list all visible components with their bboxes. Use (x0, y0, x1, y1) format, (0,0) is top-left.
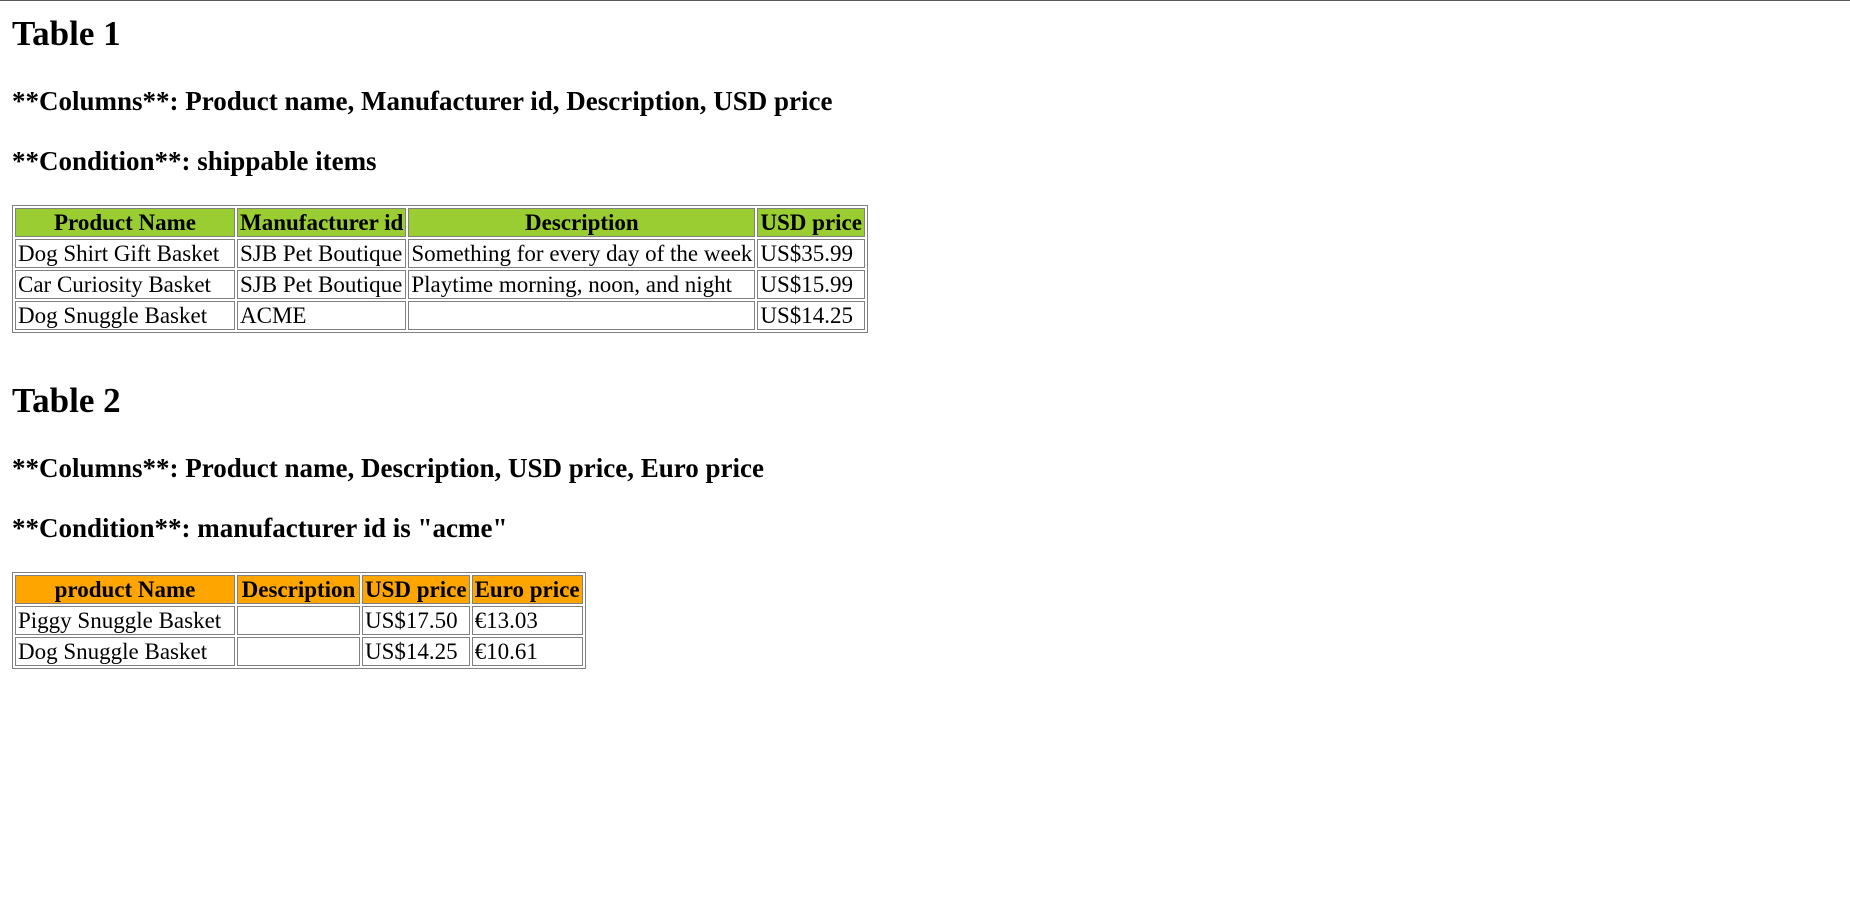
table1-header-description: Description (408, 208, 756, 237)
table-cell: Something for every day of the week (408, 239, 756, 268)
table-row: Dog Shirt Gift Basket SJB Pet Boutique S… (15, 239, 865, 268)
table-cell: €13.03 (471, 606, 583, 635)
table-row: Dog Snuggle Basket ACME US$14.25 (15, 301, 865, 330)
table-cell: €10.61 (471, 637, 583, 666)
table-cell (408, 301, 756, 330)
table2-title: Table 2 (12, 381, 121, 420)
table2-header-usd-price: USD price (362, 575, 470, 604)
table2-columns-line: **Columns**: Product name, Description, … (12, 453, 764, 483)
table-row: Car Curiosity Basket SJB Pet Boutique Pl… (15, 270, 865, 299)
table-cell: Dog Shirt Gift Basket (15, 239, 235, 268)
table-cell: Car Curiosity Basket (15, 270, 235, 299)
table-cell: SJB Pet Boutique (237, 239, 407, 268)
table-cell: Playtime morning, noon, and night (408, 270, 756, 299)
table-row: Dog Snuggle Basket US$14.25 €10.61 (15, 637, 583, 666)
table1-header-row: Product Name Manufacturer id Description… (15, 208, 865, 237)
table-cell: ACME (237, 301, 407, 330)
table1-header-manufacturer-id: Manufacturer id (237, 208, 407, 237)
table2-header-product-name: product Name (15, 575, 235, 604)
table-cell: US$35.99 (757, 239, 865, 268)
table1-title: Table 1 (12, 14, 121, 53)
table-cell (237, 637, 360, 666)
table2-condition-line: **Condition**: manufacturer id is "acme" (12, 513, 508, 543)
table1-columns-line: **Columns**: Product name, Manufacturer … (12, 86, 833, 116)
table-cell: Dog Snuggle Basket (15, 637, 235, 666)
table-cell: US$14.25 (757, 301, 865, 330)
table2-header-description: Description (237, 575, 360, 604)
table1-header-product-name: Product Name (15, 208, 235, 237)
table1: Product Name Manufacturer id Description… (12, 205, 868, 333)
table2-header-euro-price: Euro price (471, 575, 583, 604)
table-cell: US$15.99 (757, 270, 865, 299)
table1-condition-line: **Condition**: shippable items (12, 146, 377, 176)
table1-header-usd-price: USD price (757, 208, 865, 237)
table-row: Piggy Snuggle Basket US$17.50 €13.03 (15, 606, 583, 635)
table-cell: SJB Pet Boutique (237, 270, 407, 299)
table-cell: US$17.50 (362, 606, 470, 635)
table-cell: US$14.25 (362, 637, 470, 666)
table-cell: Dog Snuggle Basket (15, 301, 235, 330)
table-cell: Piggy Snuggle Basket (15, 606, 235, 635)
table2-header-row: product Name Description USD price Euro … (15, 575, 583, 604)
table2: product Name Description USD price Euro … (12, 572, 586, 669)
table-cell (237, 606, 360, 635)
